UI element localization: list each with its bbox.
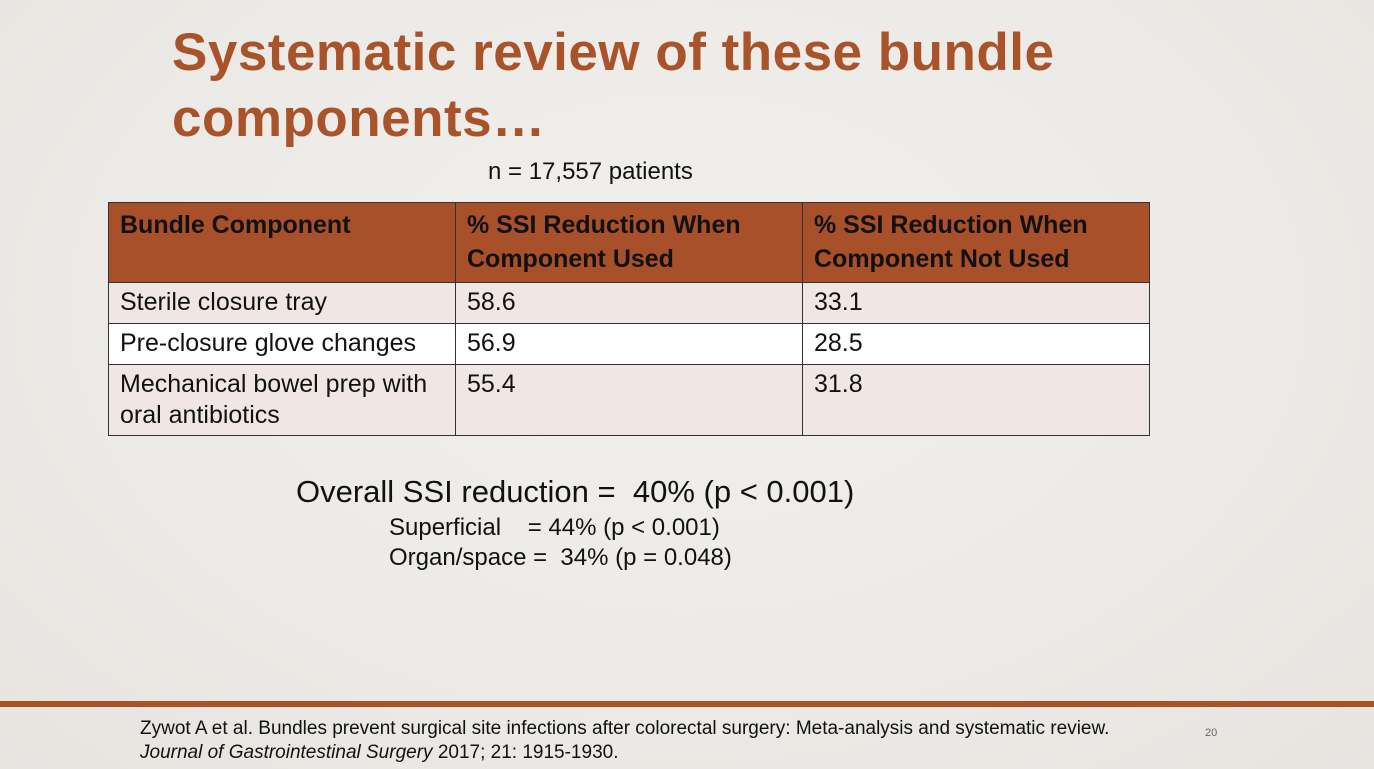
citation-text: Zywot A et al. Bundles prevent surgical … [140, 718, 1110, 739]
header-reduction-used: % SSI Reduction When Component Used [455, 202, 803, 283]
cell-not-used: 33.1 [802, 282, 1150, 324]
overall-reduction: Overall SSI reduction = 40% (p < 0.001) [296, 474, 855, 509]
slide-title: Systematic review of these bundle compon… [172, 23, 1055, 148]
table-row: Pre-closure glove changes 56.9 28.5 [108, 323, 1150, 365]
cell-used: 56.9 [455, 323, 803, 365]
citation-details: 2017; 21: 1915-1930. [432, 742, 619, 763]
cell-component: Mechanical bowel prep with oral antibiot… [108, 364, 456, 436]
organ-space-reduction: Organ/space = 34% (p = 0.048) [389, 544, 732, 571]
citation-source: Journal of Gastrointestinal Surgery 2017… [140, 741, 1109, 765]
cell-component: Sterile closure tray [108, 282, 456, 324]
sample-size: n = 17,557 patients [488, 158, 693, 185]
table-header-row: Bundle Component % SSI Reduction When Co… [108, 202, 1150, 283]
table-row: Mechanical bowel prep with oral antibiot… [108, 364, 1150, 436]
bundle-table: Bundle Component % SSI Reduction When Co… [108, 202, 1150, 436]
table-row: Sterile closure tray 58.6 33.1 [108, 282, 1150, 324]
footer-divider [0, 701, 1374, 707]
cell-not-used: 31.8 [802, 364, 1150, 436]
header-bundle-component: Bundle Component [108, 202, 456, 283]
cell-used: 58.6 [455, 282, 803, 324]
cell-not-used: 28.5 [802, 323, 1150, 365]
cell-component: Pre-closure glove changes [108, 323, 456, 365]
page-number: 20 [1205, 727, 1218, 739]
header-reduction-not-used: % SSI Reduction When Component Not Used [802, 202, 1150, 283]
citation: Zywot A et al. Bundles prevent surgical … [140, 717, 1109, 765]
cell-used: 55.4 [455, 364, 803, 436]
superficial-reduction: Superficial = 44% (p < 0.001) [389, 514, 720, 541]
citation-journal: Journal of Gastrointestinal Surgery [140, 742, 433, 763]
